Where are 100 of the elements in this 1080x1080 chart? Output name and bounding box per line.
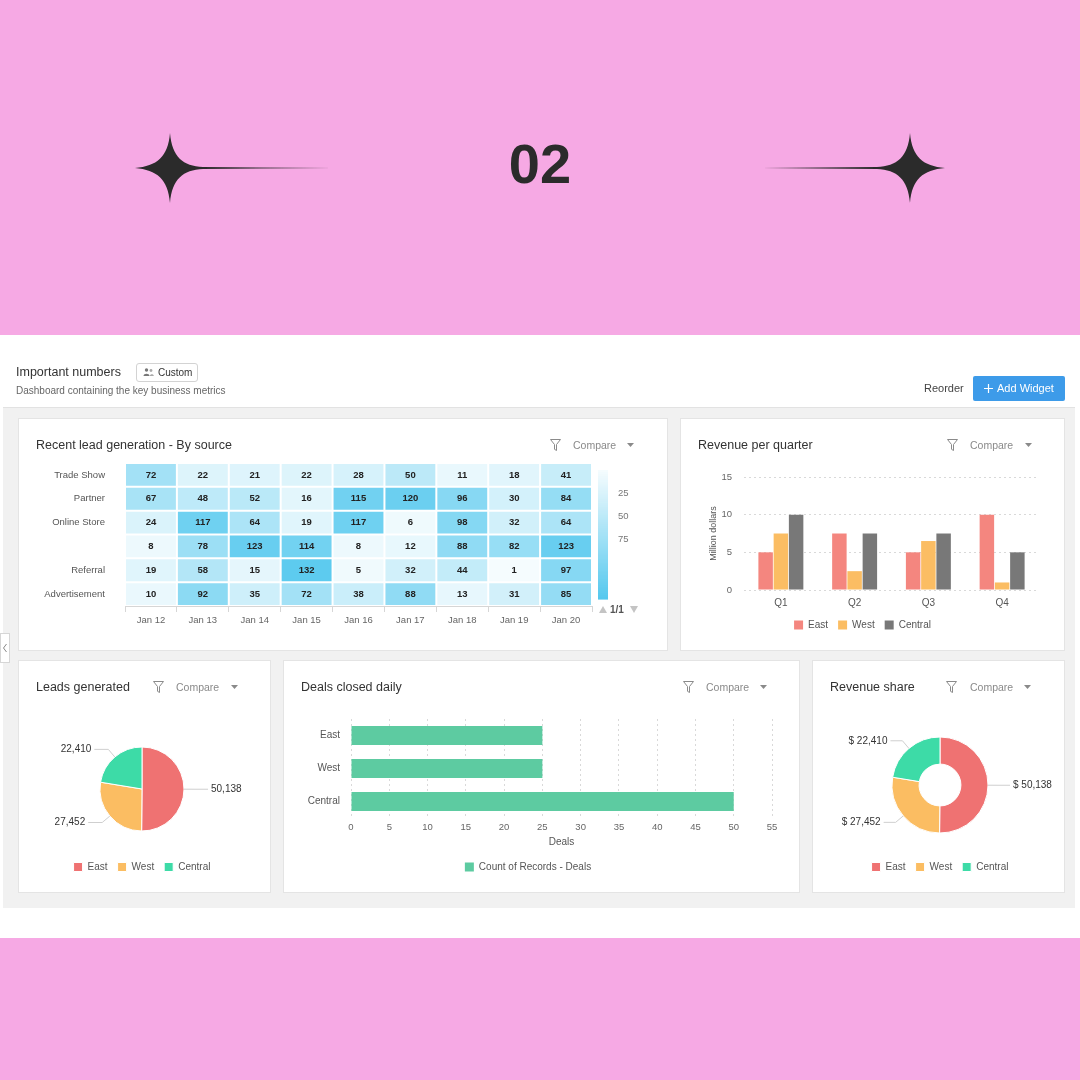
x-tick-label: Q3 xyxy=(921,596,936,608)
chart-title: Leads generated xyxy=(36,679,130,695)
x-tick-label: Q2 xyxy=(847,596,862,608)
data-label: 84 xyxy=(560,492,573,504)
data-label: 19 xyxy=(301,516,312,528)
bar xyxy=(862,533,878,590)
chart-title: Revenue share xyxy=(830,679,915,695)
data-label: 24 xyxy=(145,516,157,528)
x-tick-label: Jan 12 xyxy=(136,614,166,626)
data-label: 123 xyxy=(558,540,574,552)
color-bar-label: 25 xyxy=(618,486,629,498)
legend-label: East xyxy=(808,618,829,630)
data-label: 88 xyxy=(456,540,468,552)
y-tick-label: Central xyxy=(307,795,340,807)
data-label: 15 xyxy=(249,563,261,575)
data-label: 35 xyxy=(249,587,261,599)
x-tick-label: Jan 16 xyxy=(344,614,373,626)
data-label: 6 xyxy=(407,516,414,528)
bar xyxy=(936,533,951,590)
x-tick-label: 45 xyxy=(690,821,701,833)
data-label: 31 xyxy=(508,587,521,599)
data-label: 22 xyxy=(301,468,312,480)
bar xyxy=(788,514,804,590)
x-tick-label: 25 xyxy=(537,821,548,833)
y-tick-label: Trade Show xyxy=(54,468,106,480)
x-tick-label: 40 xyxy=(651,821,663,833)
bar xyxy=(758,552,773,590)
data-label: 58 xyxy=(197,563,209,575)
y-tick-label: 15 xyxy=(721,470,732,482)
x-tick-label: 30 xyxy=(575,821,586,833)
data-label: 52 xyxy=(249,492,261,504)
data-label: 88 xyxy=(405,587,416,599)
data-label: 64 xyxy=(560,516,573,528)
data-label: 72 xyxy=(145,468,157,480)
legend-label: Central xyxy=(976,860,1009,872)
text: Reorder xyxy=(924,382,964,396)
data-label: 16 xyxy=(301,492,312,504)
data-label: 64 xyxy=(249,516,261,528)
legend-label: Count of Records - Deals xyxy=(478,860,592,872)
data-label: 72 xyxy=(301,587,312,599)
legend-label: West xyxy=(929,860,953,872)
data-label: 120 xyxy=(402,492,419,504)
bar xyxy=(773,533,789,590)
y-tick-label: West xyxy=(317,762,341,774)
data-label: 44 xyxy=(456,563,469,575)
data-label: 92 xyxy=(197,587,209,599)
data-label: 38 xyxy=(353,587,364,599)
data-label: 27,452 xyxy=(54,816,86,828)
x-tick-label: 0 xyxy=(348,821,354,833)
data-label: 67 xyxy=(145,492,157,504)
data-label: 8 xyxy=(355,540,362,552)
text: Custom xyxy=(158,366,193,379)
x-tick-label: Jan 19 xyxy=(499,614,529,626)
data-label: 98 xyxy=(456,516,468,528)
bar xyxy=(979,514,995,590)
data-label: 41 xyxy=(560,468,573,480)
y-tick-label: Advertisement xyxy=(44,587,106,599)
data-label: 22,410 xyxy=(60,743,92,755)
data-label: 18 xyxy=(508,468,520,480)
x-tick-label: Jan 13 xyxy=(188,614,218,626)
data-label: 114 xyxy=(298,540,315,552)
data-label: $ 27,452 xyxy=(841,816,882,828)
data-label: 132 xyxy=(298,563,315,575)
y-tick-label: 5 xyxy=(726,545,732,557)
x-tick-label: 15 xyxy=(460,821,472,833)
data-label: 22 xyxy=(197,468,209,480)
y-tick-label: East xyxy=(319,729,341,741)
data-label: 50,138 xyxy=(211,782,243,794)
y-tick-label: 0 xyxy=(726,583,732,595)
data-label: 48 xyxy=(197,492,209,504)
bar xyxy=(847,571,862,590)
data-label: 117 xyxy=(195,516,211,528)
y-tick-label: Referral xyxy=(71,563,105,575)
x-tick-label: Jan 17 xyxy=(396,614,425,626)
color-bar-label: 50 xyxy=(618,509,629,521)
data-label: 82 xyxy=(508,540,520,552)
x-tick-label: Jan 14 xyxy=(240,614,269,626)
text: Dashboard containing the key business metrics xyxy=(16,385,226,397)
data-label: 123 xyxy=(246,540,263,552)
x-tick-label: Jan 15 xyxy=(292,614,321,626)
data-label: 30 xyxy=(508,492,520,504)
data-label: 1 xyxy=(511,563,518,575)
legend-label: West xyxy=(852,618,875,630)
text: Compare xyxy=(573,438,617,452)
text: Important numbers xyxy=(16,364,121,380)
x-tick-label: 5 xyxy=(386,821,392,833)
bar xyxy=(1010,552,1025,590)
data-label: 21 xyxy=(249,468,261,480)
data-label: 5 xyxy=(355,563,362,575)
text: Compare xyxy=(970,438,1014,452)
data-label: 32 xyxy=(508,516,520,528)
y-tick-label: Online Store xyxy=(52,516,105,528)
x-tick-label: Q4 xyxy=(995,596,1010,608)
legend-label: West xyxy=(131,860,155,872)
data-label: 19 xyxy=(145,563,157,575)
y-axis-title: Million dollars xyxy=(707,505,718,561)
x-tick-label: 50 xyxy=(728,821,740,833)
legend-label: Central xyxy=(178,860,211,872)
text: 1/1 xyxy=(610,604,624,616)
legend-label: East xyxy=(885,860,906,872)
